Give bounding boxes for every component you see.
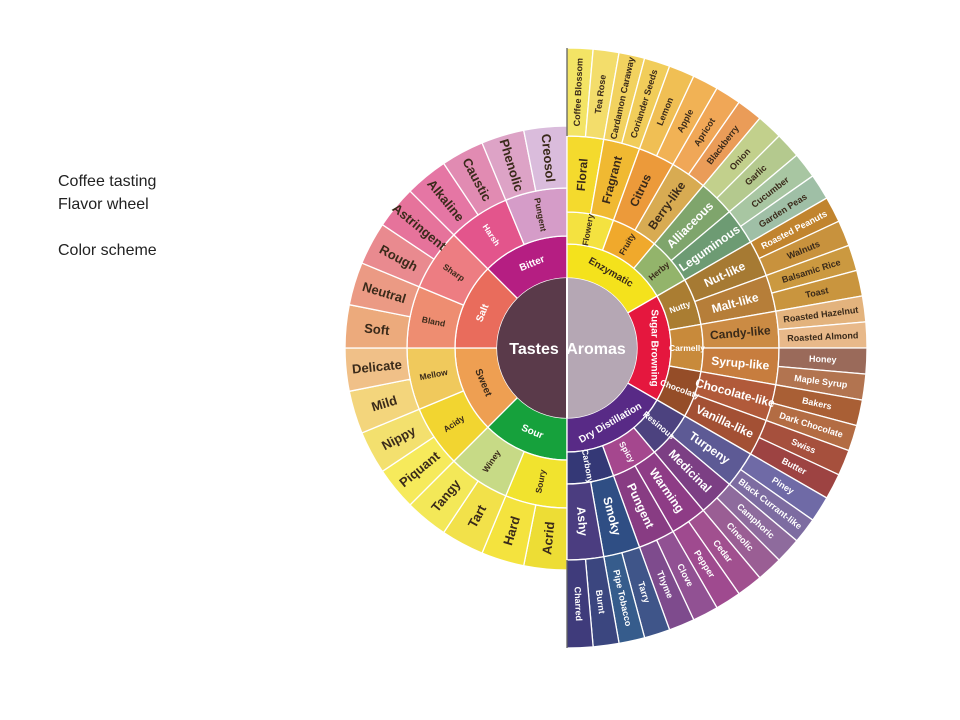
taste-ring3-label-creosol: Creosol <box>538 133 558 183</box>
center-label-aromas: Aromas <box>566 341 626 358</box>
aroma-ring4-label-burnt: Burnt <box>594 589 607 614</box>
taste-ring3-label-acrid: Acrid <box>539 521 557 556</box>
aroma-ring4-label-honey: Honey <box>809 354 837 365</box>
taste-ring3-label-delicate: Delicate <box>351 357 402 377</box>
aroma-ring4-label-charred: Charred <box>572 586 583 621</box>
aroma-ring4-label-toast: Toast <box>804 285 829 300</box>
caption-line-title: Coffee tasting <box>58 173 157 190</box>
aroma-ring3-label-candy-like: Candy-like <box>709 323 771 342</box>
aroma-ring4-label-roasted-almond: Roasted Almond <box>787 330 859 343</box>
aroma-ring3-label-syrup-like: Syrup-like <box>711 354 770 373</box>
aroma-ring4-label-coffee-blossom: Coffee Blossom <box>572 58 585 127</box>
center-label-tastes: Tastes <box>509 341 559 358</box>
aroma-ring3-label-ashy: Ashy <box>574 506 591 537</box>
aroma-ring2-label-carmelly: Carmelly <box>669 343 705 353</box>
wheel-center: Tastes Aromas <box>497 278 637 418</box>
aroma-ring1-label-sugar-browning: Sugar Browning <box>649 309 660 386</box>
caption-line-subtitle: Flavor wheel <box>58 196 149 213</box>
taste-ring2-label-soury: Soury <box>533 468 548 494</box>
center-right-half <box>567 278 637 418</box>
caption-line-scheme: Color scheme <box>58 242 157 259</box>
center-left-half <box>497 278 567 418</box>
taste-ring3-label-soft: Soft <box>364 321 391 338</box>
taste-ring2-label-bland: Bland <box>421 314 446 328</box>
taste-ring3-label-mild: Mild <box>370 392 399 414</box>
aroma-ring3-label-floral: Floral <box>574 158 591 192</box>
caption: Coffee tasting Flavor wheel Color scheme <box>58 170 157 262</box>
wheel-segments <box>344 47 868 649</box>
